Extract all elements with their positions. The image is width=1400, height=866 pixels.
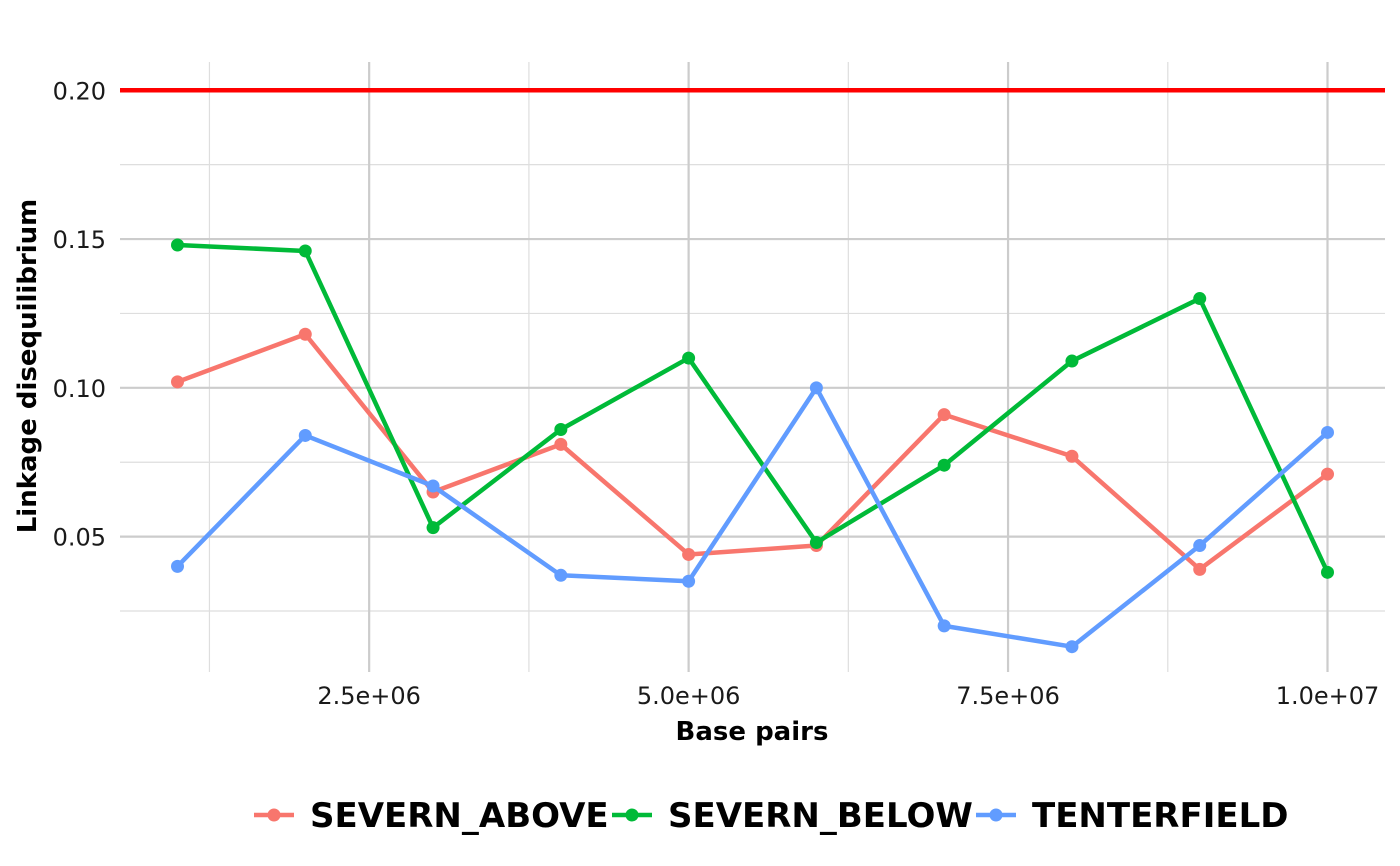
data-point	[298, 244, 312, 258]
data-point	[937, 408, 951, 422]
legend: SEVERN_ABOVE SEVERN_BELOW TENTERFIELD	[254, 796, 1288, 836]
series-group	[171, 238, 1334, 654]
tick-labels: 0.05 0.10 0.15 0.20 2.5e+06 5.0e+06 7.5e+06 1.0…	[53, 77, 1380, 710]
data-point	[1321, 565, 1334, 579]
legend-label: SEVERN_BELOW	[668, 796, 973, 836]
series-line	[177, 242, 1330, 574]
y-axis-title: Linkage disequilibrium	[13, 199, 43, 534]
data-point	[171, 238, 184, 252]
x-axis-title: Base pairs	[676, 717, 829, 747]
data-point	[426, 479, 440, 493]
grid	[120, 62, 1385, 672]
data-point	[937, 619, 951, 633]
x-tick-label: 7.5e+06	[956, 682, 1060, 710]
y-tick-label: 0.15	[53, 226, 106, 254]
legend-key-point	[625, 808, 639, 822]
legend-key-point	[267, 808, 281, 822]
y-tick-label: 0.10	[53, 375, 106, 403]
series-line	[176, 332, 1329, 572]
data-point	[426, 521, 440, 535]
x-tick-label: 5.0e+06	[637, 682, 741, 710]
data-point	[1065, 449, 1079, 463]
data-point	[298, 428, 312, 442]
data-point	[554, 422, 568, 436]
data-point	[1193, 562, 1207, 576]
data-point	[682, 574, 696, 588]
data-point	[1321, 425, 1334, 439]
data-point	[682, 547, 696, 561]
data-point	[1321, 467, 1334, 481]
series-tenterfield	[171, 381, 1334, 654]
y-tick-label: 0.20	[53, 77, 106, 105]
data-point	[809, 536, 823, 550]
data-point	[682, 351, 696, 365]
x-tick-label: 1.0e+07	[1276, 682, 1380, 710]
x-tick-label: 2.5e+06	[317, 682, 421, 710]
legend-key-point	[989, 808, 1003, 822]
legend-label: TENTERFIELD	[1032, 796, 1288, 836]
series-severn_below	[171, 238, 1334, 579]
data-point	[809, 381, 823, 395]
y-tick-label: 0.05	[53, 524, 106, 552]
data-point	[1065, 640, 1079, 654]
legend-item-tenterfield: TENTERFIELD	[976, 796, 1288, 836]
data-point	[171, 375, 184, 389]
series-line	[175, 385, 1329, 649]
data-point	[554, 437, 568, 451]
legend-label: SEVERN_ABOVE	[310, 796, 609, 836]
data-point	[1193, 539, 1207, 553]
data-point	[1065, 354, 1079, 368]
data-point	[937, 458, 951, 472]
legend-item-severn_above: SEVERN_ABOVE	[254, 796, 609, 836]
data-point	[1193, 292, 1207, 306]
data-point	[554, 568, 568, 582]
data-point	[171, 559, 184, 573]
legend-item-severn_below: SEVERN_BELOW	[612, 796, 973, 836]
data-point	[298, 327, 312, 341]
